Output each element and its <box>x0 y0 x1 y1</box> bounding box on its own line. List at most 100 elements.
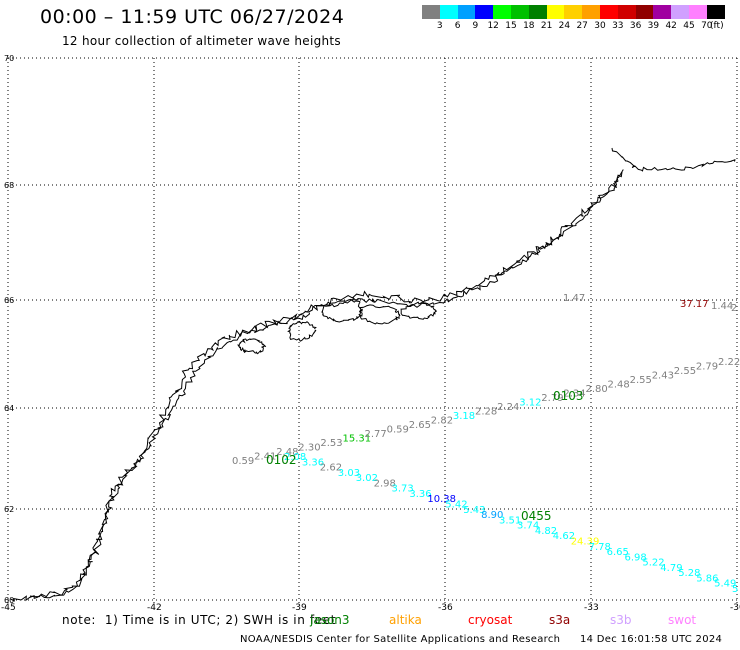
wave-height-value: 2.82 <box>431 416 453 427</box>
wave-height-value: 6.65 <box>607 547 629 558</box>
longitude-label: -39 <box>292 603 307 613</box>
wave-height-value: 2.28 <box>475 407 497 418</box>
wave-height-value: 0.59 <box>387 425 409 436</box>
greenland-coastline <box>10 147 736 602</box>
scale-swatch <box>671 5 689 19</box>
wave-height-value: 7.78 <box>589 542 611 553</box>
mission-legend-item: s3b <box>610 613 632 627</box>
wave-height-value: 10.38 <box>427 494 456 505</box>
scale-label: 15 <box>505 21 517 31</box>
map-subtitle: 12 hour collection of altimeter wave hei… <box>62 34 341 48</box>
scale-swatch <box>582 5 600 19</box>
altimeter-tracks: 0.59 2.41 2.48 2.30 2.53 15.312.77 0.59 2.65 2.8… <box>232 293 740 595</box>
mission-legend-item: cryosat <box>468 613 513 627</box>
credit-line: NOAA/NESDIS Center for Satellite Applica… <box>240 634 561 645</box>
wave-height-value: 2.48 <box>608 380 630 391</box>
wave-height-value: 5.86 <box>696 573 718 584</box>
wave-height-value: 2.53 <box>320 438 342 449</box>
scale-label: 39 <box>647 21 660 31</box>
mission-legend-item: swot <box>668 613 697 627</box>
scale-swatch <box>510 5 529 19</box>
wave-height-value: 1.47 <box>563 293 585 304</box>
wave-height-value: 5 <box>732 584 738 595</box>
scale-swatch <box>475 5 494 19</box>
scale-label: 30 <box>594 21 606 31</box>
wave-height-value: 2.77 <box>365 429 387 440</box>
mission-legend-item: altika <box>389 613 422 627</box>
scale-swatch <box>617 5 636 19</box>
scale-label: 18 <box>523 21 535 31</box>
island-outline <box>358 304 401 325</box>
latitude-label: 60 <box>4 596 14 605</box>
wave-height-value: 2.24 <box>497 402 519 413</box>
wave-height-value: 24.39 <box>571 537 600 548</box>
wave-height-value: 5.28 <box>678 568 700 579</box>
scale-label: 27 <box>576 21 588 31</box>
scale-swatch <box>528 5 547 19</box>
pass-number-label: 0102 <box>266 453 297 467</box>
wave-height-value: 6.98 <box>625 552 647 563</box>
scale-label: 33 <box>612 21 624 31</box>
coastline-segment <box>10 171 623 602</box>
scale-swatch <box>653 5 672 19</box>
wave-height-value: 3.51 <box>499 515 521 526</box>
scale-swatch <box>439 5 458 19</box>
wave-height-value: 3.12 <box>519 398 541 409</box>
wave-height-value: 4.82 <box>535 526 557 537</box>
graticule <box>7 57 738 603</box>
wave-height-value: 2.98 <box>374 478 396 489</box>
scale-swatch <box>564 5 583 19</box>
wave-height-value: 3.36 <box>302 457 324 468</box>
mission-legend-item: jason3 <box>310 613 350 627</box>
latitude-label: 66 <box>4 296 14 305</box>
wave-height-value: 2.62 <box>320 463 342 474</box>
wave-height-value: 2.30 <box>298 443 320 454</box>
coastline-segment <box>29 169 624 598</box>
wave-height-value: 2.79 <box>541 393 563 404</box>
footer-note: note: 1) Time is in UTC; 2) SWH is in fe… <box>62 613 336 627</box>
wave-height-value: 2.80 <box>586 384 608 395</box>
scale-label: 21 <box>540 21 553 31</box>
scale-label: (ft) <box>710 21 724 31</box>
scale-label: 3 <box>436 21 443 31</box>
wave-height-value: 37.17 <box>680 299 709 310</box>
latitude-label: 62 <box>4 505 14 514</box>
wave-height-value: 3.74 <box>517 521 539 532</box>
wave-height-value: 4.62 <box>553 531 575 542</box>
scale-swatch <box>546 5 565 19</box>
wave-height-value: 3.18 <box>453 411 475 422</box>
longitude-label: -36 <box>438 603 453 613</box>
color-scale-labels: 3 6 9 12 15 18 21 24 27 30 33 36 39 42 45 70 (ft) <box>422 21 740 33</box>
scale-label: 45 <box>683 21 695 31</box>
scale-label: 6 <box>454 21 461 31</box>
coastline-segment <box>611 147 736 172</box>
scale-label: 70 <box>701 21 713 31</box>
scale-label: 24 <box>558 21 571 31</box>
scale-swatch <box>688 5 707 19</box>
wave-height-value: 3.36 <box>409 489 431 500</box>
scale-label: 9 <box>472 21 479 31</box>
wave-height-value: 2 <box>731 303 737 314</box>
mission-legend-item: s3a <box>549 613 571 627</box>
island-outline <box>287 320 317 342</box>
wave-height-value: 5.22 <box>642 558 664 569</box>
scale-swatch <box>457 5 476 19</box>
wave-height-value: 0.59 <box>232 456 254 467</box>
wave-height-value: 2.43 <box>652 371 674 382</box>
longitude-label: -30 <box>730 603 740 613</box>
scale-swatch <box>706 5 725 19</box>
scale-label: 12 <box>487 21 499 31</box>
map-title: 00:00 – 11:59 UTC 06/27/2024 <box>40 6 345 28</box>
wave-height-value: 5.42 <box>445 500 467 511</box>
wave-height-value: 8.90 <box>481 510 503 521</box>
latitude-label: 68 <box>4 181 14 190</box>
wave-height-value: 3.02 <box>356 473 378 484</box>
wave-height-value: 4.79 <box>660 563 682 574</box>
wave-height-value: 2.41 <box>254 452 276 463</box>
longitude-label: -42 <box>147 603 162 613</box>
wave-height-value: 3.73 <box>392 484 414 495</box>
scale-swatch <box>493 5 511 19</box>
longitude-label: -45 <box>1 603 16 613</box>
